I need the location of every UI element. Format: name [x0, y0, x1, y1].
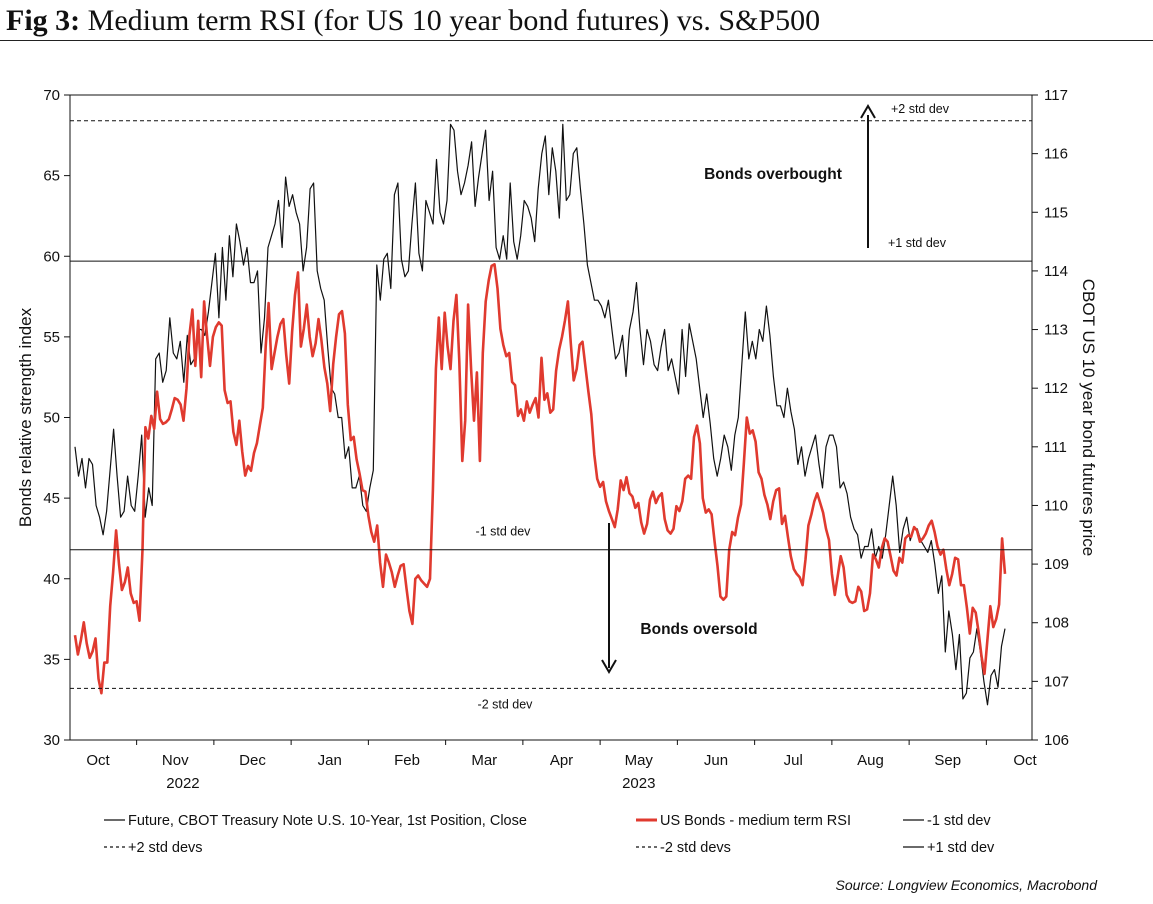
plus1-line-label: +1 std dev: [888, 236, 947, 250]
month-label: Jun: [704, 752, 728, 769]
right-tick-label: 114: [1044, 263, 1068, 280]
year-label: 2022: [166, 775, 199, 792]
title-rule: [0, 40, 1153, 41]
left-tick-label: 35: [43, 651, 60, 668]
plot-frame: [69, 94, 1033, 741]
left-tick-label: 50: [43, 410, 60, 427]
right-tick-label: 106: [1044, 732, 1069, 749]
month-label: Aug: [857, 752, 884, 769]
rsi-line: [73, 262, 1007, 695]
overbought-label: Bonds overbought: [704, 166, 842, 183]
right-tick-label: 109: [1044, 556, 1069, 573]
right-tick-label: 115: [1044, 204, 1068, 221]
left-tick-label: 65: [43, 168, 60, 185]
oversold-arrow-head: [601, 659, 617, 674]
left-tick-label: 60: [43, 248, 60, 265]
futures-line: [74, 123, 1006, 706]
right-tick-label: 112: [1044, 380, 1068, 397]
legend-label: -1 std dev: [927, 813, 991, 829]
right-tick-label: 107: [1044, 673, 1069, 690]
right-axis-title: CBOT US 10 year bond futures price: [1079, 279, 1098, 557]
figure-label: Fig 3:: [6, 4, 81, 37]
source-note: Source: Longview Economics, Macrobond: [835, 877, 1097, 893]
month-label: Jul: [784, 752, 803, 769]
minus1-line-label: -1 std dev: [476, 525, 532, 539]
month-label: Oct: [86, 752, 110, 769]
figure-title-text: Medium term RSI (for US 10 year bond fut…: [87, 4, 821, 37]
month-label: Oct: [1013, 752, 1037, 769]
right-tick-label: 111: [1044, 439, 1067, 456]
month-label: Feb: [394, 752, 420, 769]
left-tick-label: 40: [43, 571, 60, 588]
figure-title: Fig 3: Medium term RSI (for US 10 year b…: [6, 4, 820, 38]
legend-label: Future, CBOT Treasury Note U.S. 10-Year,…: [128, 813, 527, 829]
legend-label: US Bonds - medium term RSI: [660, 813, 851, 829]
oversold-label: Bonds oversold: [640, 621, 757, 638]
minus2-line-label: -2 std dev: [478, 697, 534, 711]
month-label: Mar: [471, 752, 497, 769]
right-tick-label: 110: [1044, 497, 1068, 514]
left-tick-label: 30: [43, 732, 60, 749]
right-tick-label: 113: [1044, 322, 1068, 339]
left-tick-label: 55: [43, 329, 60, 346]
left-axis-title: Bonds relative strength index: [16, 307, 35, 527]
left-tick-label: 45: [43, 490, 60, 507]
left-tick-label: 70: [43, 87, 60, 104]
overbought-arrow-head: [860, 104, 876, 119]
legend-label: +2 std devs: [128, 840, 203, 856]
right-tick-label: 108: [1044, 615, 1069, 632]
right-tick-label: 116: [1044, 146, 1068, 163]
month-label: Jan: [318, 752, 342, 769]
month-label: May: [625, 752, 654, 769]
plus2-line-label: +2 std dev: [891, 102, 950, 116]
month-label: Apr: [550, 752, 573, 769]
legend-label: -2 std devs: [660, 840, 731, 856]
month-label: Sep: [934, 752, 961, 769]
right-tick-label: 117: [1044, 87, 1068, 104]
month-label: Nov: [162, 752, 189, 769]
year-label: 2023: [622, 775, 655, 792]
legend-label: +1 std dev: [927, 840, 995, 856]
month-label: Dec: [239, 752, 266, 769]
